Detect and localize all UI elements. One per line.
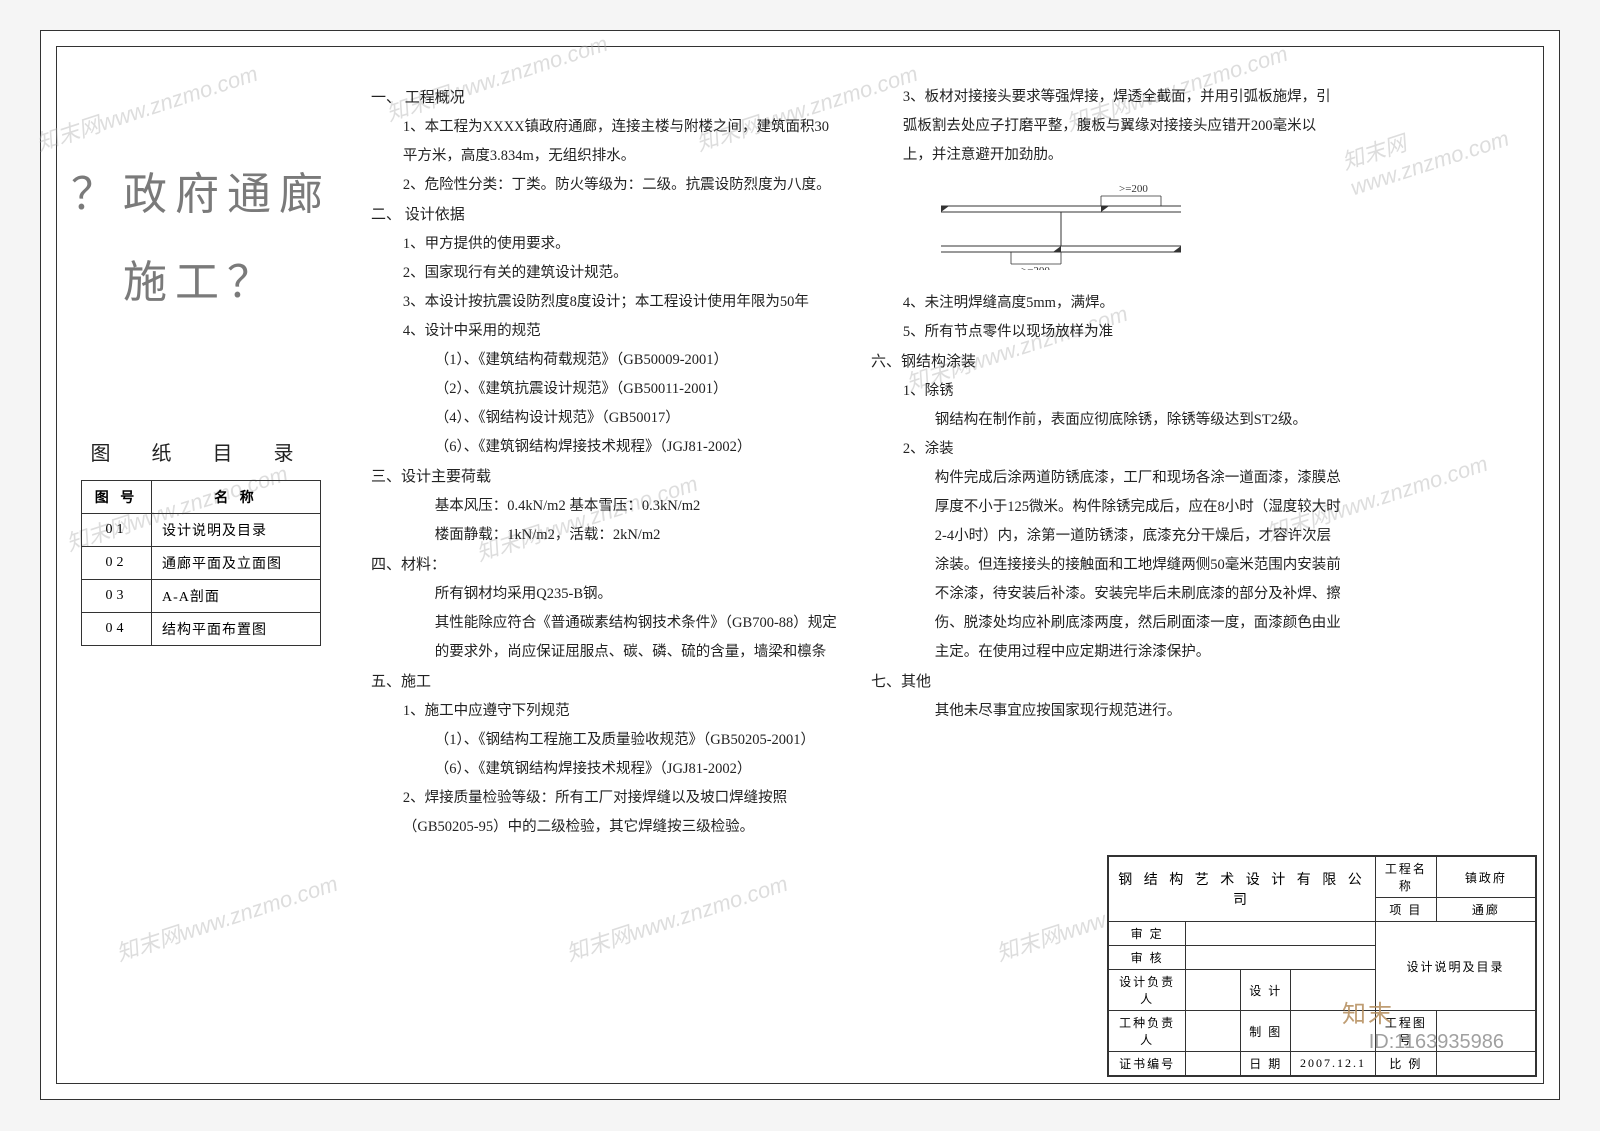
label: 比 例	[1375, 1052, 1436, 1076]
text-column-right: 3、板材对接接头要求等强焊接，焊透全截面，并用引弧板施焊，引弧板割去处应子打磨平…	[871, 83, 1341, 726]
table-row: 01设计说明及目录	[82, 514, 321, 547]
table-row: 钢 结 构 艺 术 设 计 有 限 公 司 工程名称 镇政府	[1109, 857, 1536, 898]
body-text: 2、国家现行有关的建筑设计规范。	[371, 259, 841, 288]
table-row: 审 定 设计说明及目录	[1109, 922, 1536, 946]
svg-text:>=200: >=200	[1021, 265, 1050, 270]
label: 证书编号	[1109, 1052, 1186, 1076]
body-text: 楼面静载：1kN/m2，活载：2kN/m2	[371, 521, 841, 550]
label: 工种负责人	[1109, 1011, 1186, 1052]
left-column: ？政府通廊施工？ 图 纸 目 录 图 号 名 称 01设计说明及目录 02通廊平…	[71, 71, 331, 1011]
table-row: 图 号 名 称	[82, 481, 321, 514]
body-text: 2、焊接质量检验等级：所有工厂对接焊缝以及坡口焊缝按照（GB50205-95）中…	[371, 784, 841, 842]
label: 设计负责人	[1109, 970, 1186, 1011]
body-text: 5、所有节点零件以现场放样为准	[871, 318, 1341, 347]
label: 日 期	[1241, 1052, 1291, 1076]
body-text: 1、本工程为XXXX镇政府通廊，连接主楼与附楼之间，建筑面积30平方米，高度3.…	[371, 113, 841, 171]
table-row: 02通廊平面及立面图	[82, 547, 321, 580]
body-text: （2）、《建筑抗震设计规范》（GB50011-2001）	[371, 375, 841, 404]
label: 设 计	[1241, 970, 1291, 1011]
main-title: ？政府通廊施工？	[71, 151, 331, 327]
body-text: （6）、《建筑钢结构焊接技术规程》（JGJ81-2002）	[371, 755, 841, 784]
label: 工程图号	[1375, 1011, 1436, 1052]
drawing-name: 设计说明及目录	[1375, 922, 1535, 1011]
body-text: 3、板材对接接头要求等强焊接，焊透全截面，并用引弧板施焊，引弧板割去处应子打磨平…	[871, 83, 1341, 170]
value: 2007.12.1	[1291, 1052, 1376, 1076]
body-text: 其性能除应符合《普通碳素结构钢技术条件》（GB700-88）规定的要求外，尚应保…	[371, 609, 841, 667]
body-text: 1、除锈	[871, 377, 1341, 406]
svg-text:>=200: >=200	[1119, 183, 1148, 195]
body-text: （1）、《建筑结构荷载规范》（GB50009-2001）	[371, 346, 841, 375]
toc-no: 01	[82, 514, 152, 547]
body-text: 1、施工中应遵守下列规范	[371, 697, 841, 726]
body-text: 1、甲方提供的使用要求。	[371, 230, 841, 259]
body-text: 4、设计中采用的规范	[371, 317, 841, 346]
body-text: 4、未注明焊缝高度5mm，满焊。	[871, 289, 1341, 318]
weld-joint-diagram: >=200 >=200	[931, 176, 1191, 270]
toc-name: 结构平面布置图	[152, 613, 321, 646]
value: 镇政府	[1436, 857, 1535, 898]
toc-table: 图 号 名 称 01设计说明及目录 02通廊平面及立面图 03A-A剖面 04结…	[81, 480, 321, 646]
section-heading: 六、钢结构涂装	[871, 347, 1341, 377]
body-text: 钢结构在制作前，表面应彻底除锈，除锈等级达到ST2级。	[871, 406, 1341, 435]
toc-header-name: 名 称	[152, 481, 321, 514]
body-text: （4）、《钢结构设计规范》（GB50017）	[371, 404, 841, 433]
text-column-middle: 一、 工程概况 1、本工程为XXXX镇政府通廊，连接主楼与附楼之间，建筑面积30…	[371, 83, 841, 842]
section-heading: 三、设计主要荷载	[371, 462, 841, 492]
drawing-sheet: 知末网www.znzmo.com 知末网www.znzmo.com 知末网www…	[40, 30, 1560, 1100]
label: 审 定	[1109, 922, 1186, 946]
body-text: 所有钢材均采用Q235-B钢。	[371, 580, 841, 609]
table-row: 证书编号 日 期 2007.12.1 比 例	[1109, 1052, 1536, 1076]
table-row: 04结构平面布置图	[82, 613, 321, 646]
section-heading: 一、 工程概况	[371, 83, 841, 113]
toc-title: 图 纸 目 录	[71, 437, 331, 466]
body-text: 2、涂装	[871, 435, 1341, 464]
table-row: 工种负责人 制 图 工程图号	[1109, 1011, 1536, 1052]
section-heading: 五、施工	[371, 667, 841, 697]
toc-name: 设计说明及目录	[152, 514, 321, 547]
section-heading: 七、其他	[871, 667, 1341, 697]
table-row: 03A-A剖面	[82, 580, 321, 613]
body-text: 其他未尽事宜应按国家现行规范进行。	[871, 697, 1341, 726]
body-text: 2、危险性分类：丁类。防火等级为：二级。抗震设防烈度为八度。	[371, 171, 841, 200]
title-block: 钢 结 构 艺 术 设 计 有 限 公 司 工程名称 镇政府 项 目 通廊 审 …	[1107, 855, 1537, 1077]
body-text: 基本风压：0.4kN/m2 基本雪压：0.3kN/m2	[371, 492, 841, 521]
toc-no: 02	[82, 547, 152, 580]
toc-no: 03	[82, 580, 152, 613]
toc-no: 04	[82, 613, 152, 646]
toc-name: A-A剖面	[152, 580, 321, 613]
toc-header-no: 图 号	[82, 481, 152, 514]
company-name: 钢 结 构 艺 术 设 计 有 限 公 司	[1109, 857, 1376, 922]
body-text: 构件完成后涂两道防锈底漆，工厂和现场各涂一道面漆，漆膜总厚度不小于125微米。构…	[871, 464, 1341, 667]
value: 通廊	[1436, 898, 1535, 922]
body-text: 3、本设计按抗震设防烈度8度设计；本工程设计使用年限为50年	[371, 288, 841, 317]
label: 制 图	[1241, 1011, 1291, 1052]
toc-name: 通廊平面及立面图	[152, 547, 321, 580]
label: 工程名称	[1375, 857, 1436, 898]
body-text: （6）、《建筑钢结构焊接技术规程》（JGJ81-2002）	[371, 433, 841, 462]
label: 项 目	[1375, 898, 1436, 922]
label: 审 核	[1109, 946, 1186, 970]
section-heading: 二、 设计依据	[371, 200, 841, 230]
section-heading: 四、材料：	[371, 550, 841, 580]
body-text: （1）、《钢结构工程施工及质量验收规范》（GB50205-2001）	[371, 726, 841, 755]
